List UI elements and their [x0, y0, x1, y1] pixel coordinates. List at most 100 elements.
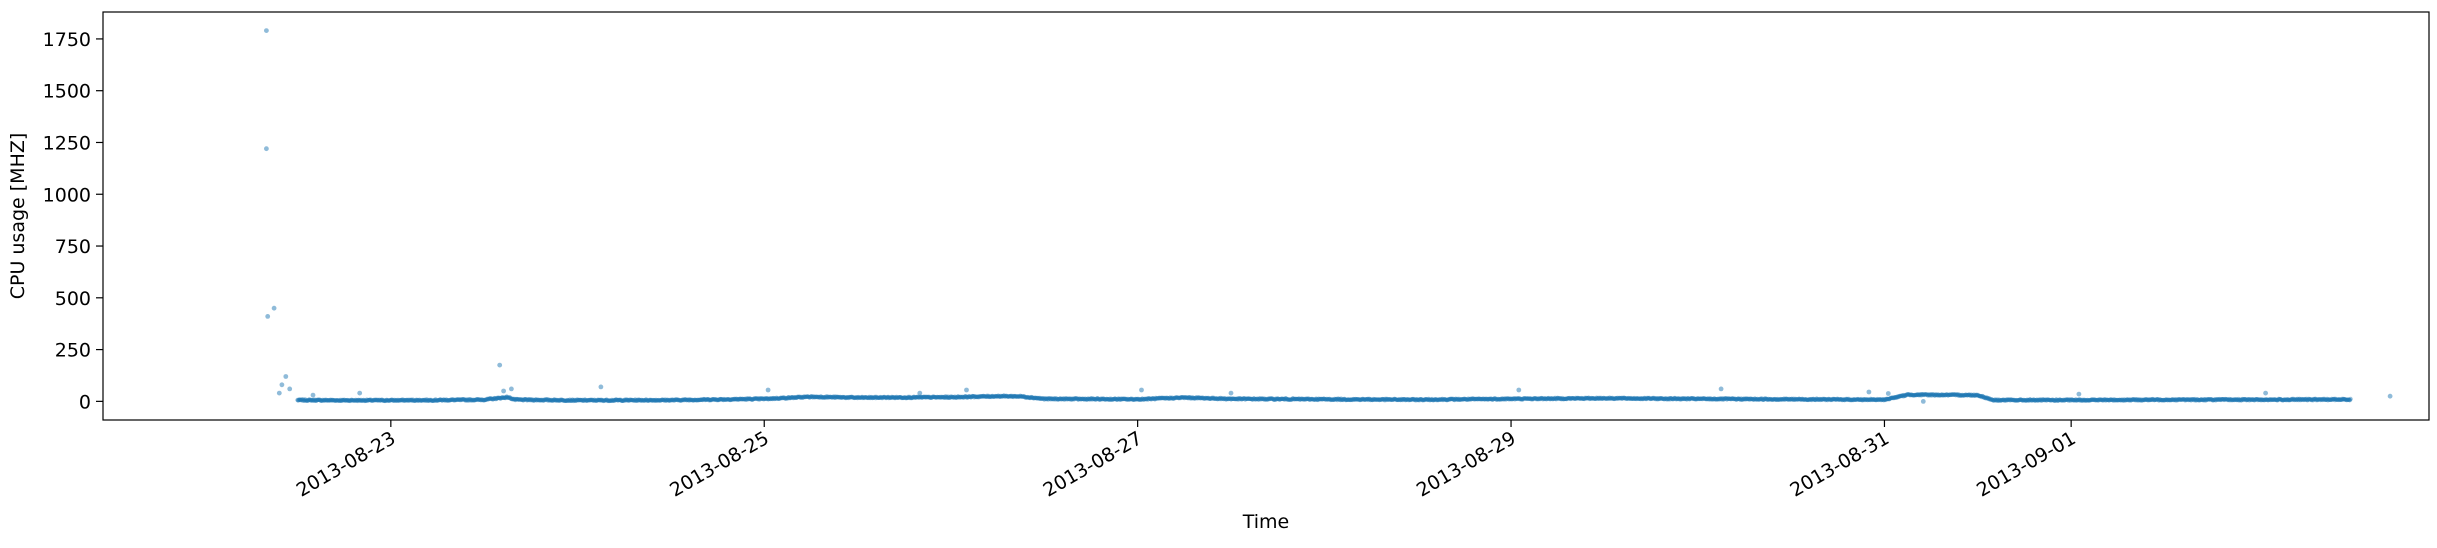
- data-point: [574, 397, 580, 402]
- data-point: [339, 398, 344, 403]
- data-point: [545, 398, 550, 403]
- data-point: [432, 398, 438, 403]
- data-point: [500, 395, 506, 400]
- y-tick-label: 1250: [43, 132, 91, 154]
- data-point: [594, 398, 599, 403]
- data-point: [391, 397, 396, 403]
- data-point: [539, 397, 545, 402]
- data-point: [548, 398, 553, 403]
- y-tick-label: 0: [79, 391, 91, 413]
- data-point: [601, 398, 607, 403]
- data-point: [594, 398, 600, 403]
- data-point: [357, 390, 363, 396]
- data-point: [645, 398, 650, 403]
- data-point: [552, 397, 557, 403]
- data-point: [499, 395, 504, 400]
- y-axis-label: CPU usage [MHZ]: [7, 133, 29, 300]
- data-point: [405, 397, 410, 403]
- data-point: [436, 398, 441, 403]
- data-point: [1920, 399, 1926, 404]
- data-point: [646, 398, 651, 403]
- data-point: [494, 396, 499, 401]
- data-point: [614, 397, 620, 403]
- data-point: [555, 398, 561, 403]
- data-point: [408, 398, 413, 403]
- data-point: [1866, 389, 1872, 395]
- data-point: [571, 398, 576, 404]
- data-point: [397, 398, 402, 403]
- data-point: [351, 398, 357, 403]
- data-point: [419, 398, 424, 403]
- data-point: [403, 398, 408, 403]
- data-point: [325, 398, 331, 403]
- data-point: [445, 398, 451, 403]
- data-point: [365, 398, 370, 403]
- data-point: [349, 397, 354, 403]
- data-point: [448, 397, 453, 402]
- data-point: [483, 397, 488, 402]
- data-point: [401, 398, 406, 403]
- data-point: [430, 398, 435, 403]
- y-tick-label: 250: [55, 340, 91, 362]
- data-point: [300, 398, 305, 403]
- plot-frame: [102, 11, 2430, 421]
- data-point: [563, 398, 569, 403]
- data-point: [360, 398, 366, 403]
- data-point: [356, 397, 362, 403]
- data-point: [376, 398, 381, 403]
- data-point: [612, 398, 617, 403]
- data-point: [299, 397, 304, 402]
- data-point: [583, 398, 589, 403]
- data-point: [349, 397, 355, 403]
- data-point: [343, 398, 349, 403]
- y-tick-label: 1500: [43, 81, 91, 103]
- data-point: [363, 398, 368, 403]
- data-point: [633, 398, 639, 403]
- data-point: [358, 398, 363, 403]
- data-point: [450, 397, 456, 402]
- data-point: [402, 398, 407, 403]
- data-point: [570, 397, 576, 403]
- data-point: [478, 397, 483, 402]
- data-point: [624, 397, 629, 402]
- x-tick-label: 2013-08-27: [1040, 427, 1147, 501]
- data-point: [480, 398, 486, 403]
- data-point: [481, 397, 486, 403]
- data-point: [526, 397, 531, 403]
- data-point: [605, 398, 611, 404]
- data-point: [397, 397, 403, 403]
- data-point: [490, 397, 495, 402]
- data-point: [521, 397, 526, 403]
- data-point: [506, 395, 511, 400]
- data-point: [557, 398, 563, 403]
- data-point: [444, 397, 449, 402]
- data-point: [651, 398, 656, 403]
- data-point: [442, 397, 447, 403]
- data-point: [587, 397, 593, 403]
- data-point: [501, 395, 506, 400]
- data-point: [321, 398, 326, 403]
- data-point: [917, 390, 923, 396]
- data-point: [313, 398, 318, 403]
- data-point: [358, 397, 364, 403]
- data-point: [366, 398, 371, 403]
- data-point: [364, 397, 369, 402]
- data-point: [509, 397, 515, 402]
- data-point: [445, 398, 450, 403]
- data-point: [415, 398, 421, 403]
- data-point: [478, 398, 484, 403]
- data-point: [568, 398, 573, 403]
- data-point: [494, 395, 500, 401]
- data-point: [636, 397, 642, 403]
- data-point: [623, 398, 628, 403]
- data-point: [351, 398, 356, 403]
- data-point: [644, 397, 649, 402]
- data-point: [426, 398, 432, 403]
- data-point: [558, 397, 563, 403]
- data-point: [426, 398, 431, 403]
- data-point: [595, 397, 600, 403]
- data-point: [447, 398, 452, 403]
- data-point: [327, 398, 332, 403]
- data-point: [2348, 396, 2353, 402]
- data-point: [599, 397, 604, 402]
